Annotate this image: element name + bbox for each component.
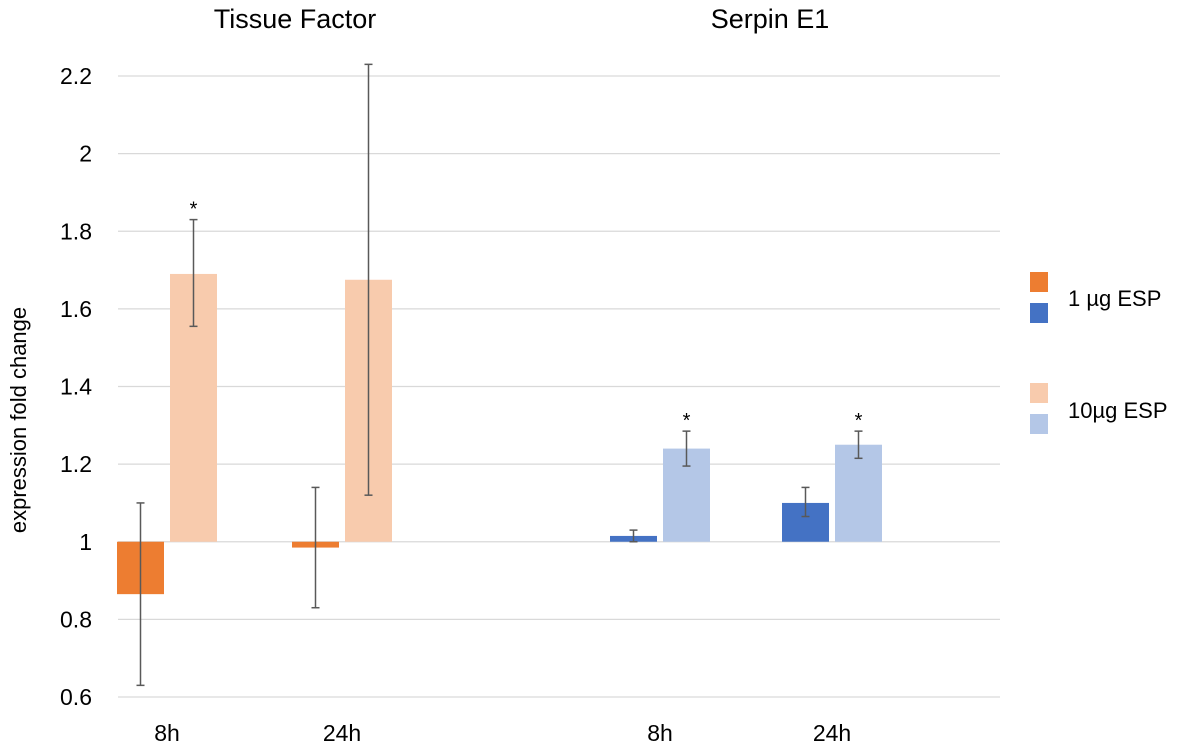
significance-marker: * [683, 410, 691, 432]
significance-marker: * [855, 410, 863, 432]
legend-label: 10µg ESP [1068, 398, 1168, 423]
x-tick-label: 8h [154, 720, 180, 746]
y-tick-label: 1.2 [60, 451, 92, 477]
y-tick-label: 1 [79, 529, 92, 555]
legend-swatch [1030, 383, 1048, 403]
y-axis-title: expression fold change [6, 307, 31, 533]
y-tick-label: 1.8 [60, 218, 92, 244]
bars [117, 273, 882, 595]
legend-swatch [1030, 414, 1048, 434]
grid-lines [118, 75, 1000, 698]
legend: 1 µg ESP 10µg ESP [1030, 272, 1168, 434]
y-tick-label: 2.2 [60, 63, 92, 89]
x-tick-label: 8h [647, 720, 673, 746]
panel-title: Serpin E1 [711, 4, 830, 34]
bar [835, 444, 882, 542]
legend-swatch [1030, 272, 1048, 292]
x-tick-label: 24h [323, 720, 361, 746]
legend-label: 1 µg ESP [1068, 286, 1161, 311]
y-tick-label: 0.6 [60, 684, 92, 710]
x-tick-label: 24h [813, 720, 851, 746]
panel-title: Tissue Factor [214, 4, 377, 34]
y-tick-label: 0.8 [60, 606, 92, 632]
x-tick-labels: 8h 24h 8h 24h [154, 720, 851, 746]
panel-titles: Tissue Factor Serpin E1 [214, 4, 830, 34]
error-bars: * * * [136, 63, 863, 687]
y-tick-label: 2 [79, 141, 92, 167]
y-tick-label: 1.6 [60, 296, 92, 322]
y-tick-label: 1.4 [60, 374, 92, 400]
y-tick-labels: 0.6 0.8 1 1.2 1.4 1.6 1.8 2 2.2 [60, 63, 92, 710]
legend-swatch [1030, 303, 1048, 323]
significance-marker: * [190, 199, 198, 221]
